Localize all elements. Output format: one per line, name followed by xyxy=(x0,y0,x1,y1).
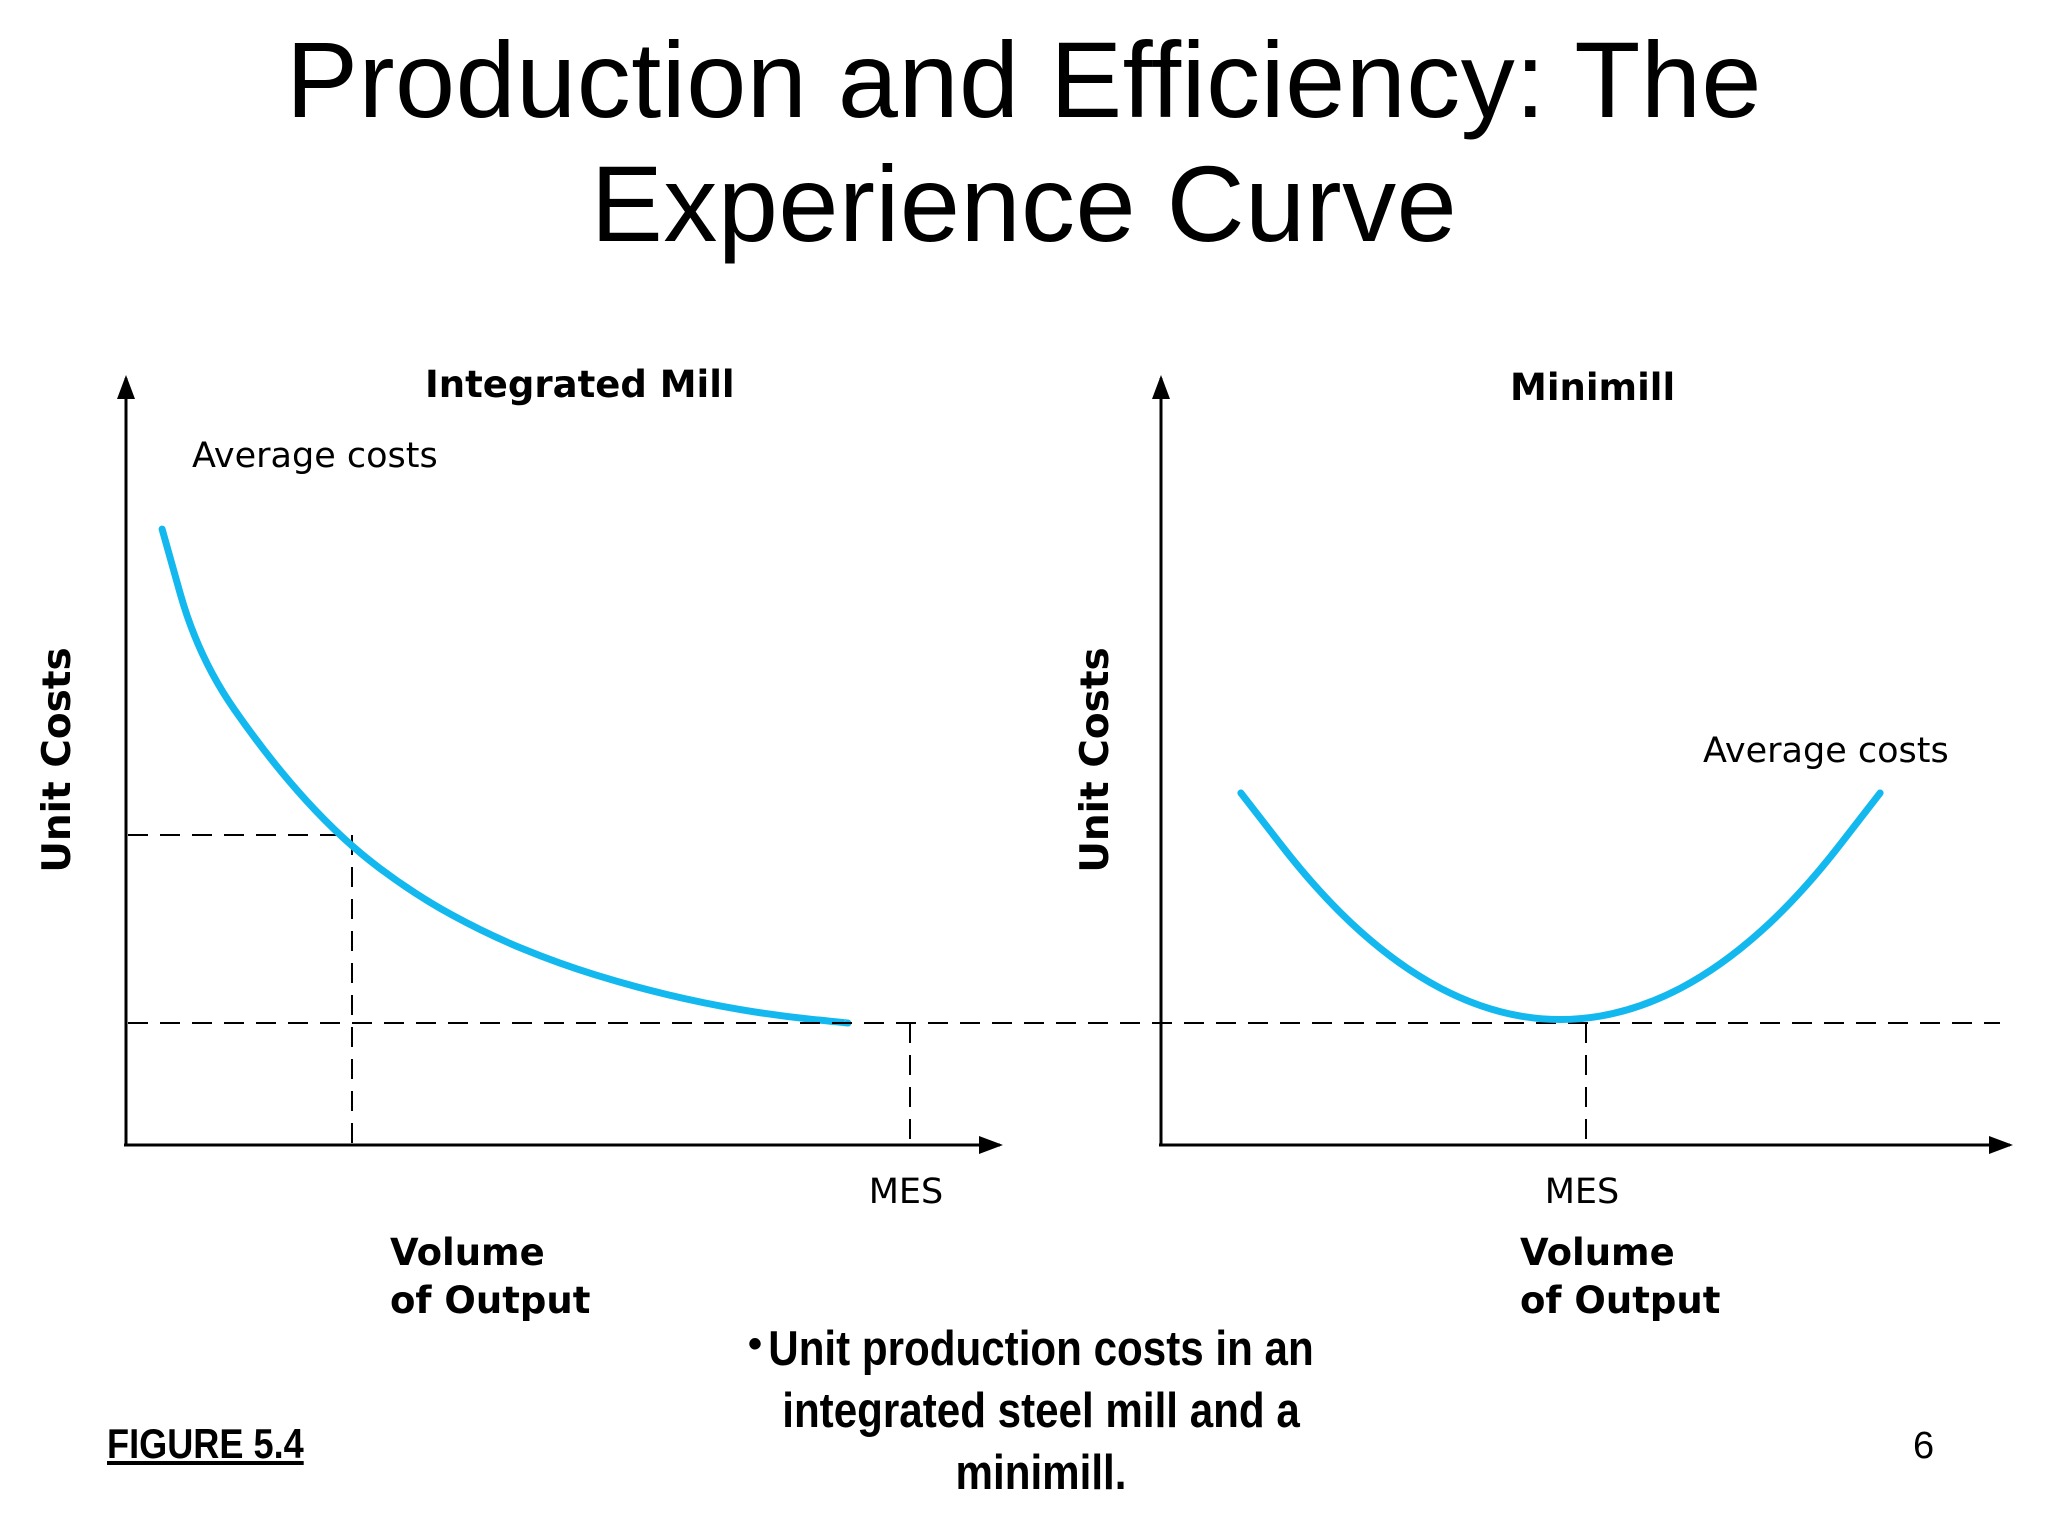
minimill-x-label-line-1: Volume xyxy=(1520,1231,1675,1274)
integrated-mill-x-label-line-1: Volume xyxy=(390,1231,545,1274)
bullet-point-icon: • xyxy=(748,1322,763,1366)
integrated-mill-title: Integrated Mill xyxy=(425,363,735,406)
minimill-title: Minimill xyxy=(1510,366,1675,409)
integrated-mill-x-label-line-2: of Output xyxy=(390,1279,590,1322)
minimill-chart: Minimill Unit Costs Average costs MES Vo… xyxy=(1073,366,2013,1322)
figure-label: FIGURE 5.4 xyxy=(107,1420,304,1467)
bullet-text: Unit production costs in an integrated s… xyxy=(768,1322,1314,1500)
minimill-series-label: Average costs xyxy=(1703,731,1949,771)
integrated-mill-y-label: Unit Costs xyxy=(35,647,80,873)
integrated-mill-average-cost-curve xyxy=(158,525,852,1027)
minimill-y-label: Unit Costs xyxy=(1073,647,1118,873)
integrated-mill-series-label: Average costs xyxy=(192,436,438,476)
integrated-mill-mes-label: MES xyxy=(869,1172,944,1212)
slide-title-line-1: Production and Efficiency: The xyxy=(286,19,1762,140)
slide-title: Production and Efficiency: The Experienc… xyxy=(0,18,2048,266)
minimill-x-label-line-2: of Output xyxy=(1520,1279,1720,1322)
slide-title-line-2: Experience Curve xyxy=(590,143,1458,264)
integrated-mill-chart: Integrated Mill Unit Costs Average costs… xyxy=(35,363,1003,1322)
page-number: 6 xyxy=(1913,1425,1935,1467)
minimill-average-cost-curve xyxy=(1237,789,1884,1023)
minimill-mes-label: MES xyxy=(1545,1172,1620,1212)
